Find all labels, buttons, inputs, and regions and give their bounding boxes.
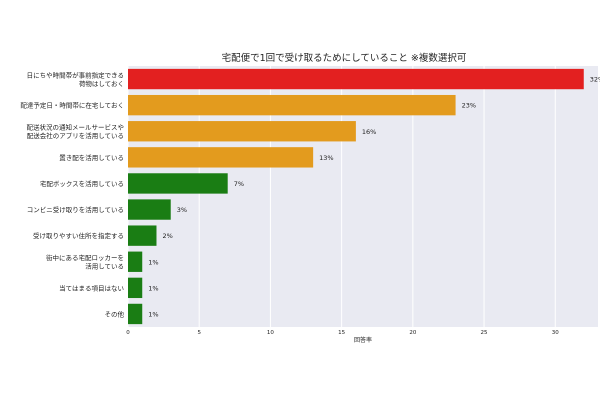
chart-title: 宅配便で1回で受け取るためにしていること ※複数選択可	[222, 52, 467, 64]
bar-value-label: 23%	[462, 102, 476, 110]
bar-value-label: 3%	[177, 206, 187, 214]
bar	[128, 173, 228, 194]
bar-value-label: 1%	[148, 284, 158, 292]
bar	[128, 277, 143, 299]
bar	[128, 225, 157, 246]
bar-value-label: 2%	[162, 232, 172, 240]
category-label: コンビニ受け取りを活用している	[27, 205, 124, 214]
category-label: 街中にある宅配ロッカーを活用している	[46, 253, 124, 271]
category-labels: 日にちや時間帯が事前指定できる荷物はしておく配達予定日・時間帯に在宅しておく配送…	[20, 70, 124, 318]
bar	[128, 68, 584, 90]
bar	[128, 94, 456, 116]
category-label: 当てはまる項目はない	[59, 283, 124, 292]
x-tick-label: 30	[552, 330, 559, 336]
category-label: 置き配を活用している	[59, 153, 124, 162]
x-tick-label: 25	[481, 330, 488, 336]
x-tick-label: 0	[126, 330, 130, 336]
x-tick-label: 15	[338, 330, 345, 336]
bars: 32% 23% 16% 13% 7% 3% 2% 1% 1% 1%	[128, 68, 600, 325]
x-axis-label: 回答率	[354, 336, 372, 344]
x-tick-label: 10	[267, 330, 274, 336]
bar-value-label: 1%	[148, 310, 158, 318]
bar-value-label: 32%	[590, 76, 600, 84]
bar	[128, 121, 356, 142]
category-label: 受け取りやすい住所を指定する	[33, 231, 124, 240]
category-label: 日にちや時間帯が事前指定できる荷物はしておく	[27, 70, 124, 88]
bar	[128, 199, 171, 220]
category-label: 宅配ボックスを活用している	[40, 179, 124, 188]
category-label: 配達予定日・時間帯に在宅しておく	[20, 101, 124, 110]
bar-value-label: 7%	[234, 180, 244, 188]
bar	[128, 251, 143, 272]
category-label: 配送状況の通知メールサービスや配送会社のアプリを活用している	[27, 123, 125, 141]
bar-value-label: 16%	[362, 128, 376, 136]
bar	[128, 303, 143, 325]
bar	[128, 147, 314, 168]
bar-value-label: 1%	[148, 258, 158, 266]
x-tick-label: 20	[409, 330, 416, 336]
x-axis-ticks: 0 5 10 15 20 25 30	[126, 330, 559, 336]
x-tick-label: 5	[197, 330, 201, 336]
bar-value-label: 13%	[319, 154, 333, 162]
category-label: その他	[105, 309, 125, 318]
